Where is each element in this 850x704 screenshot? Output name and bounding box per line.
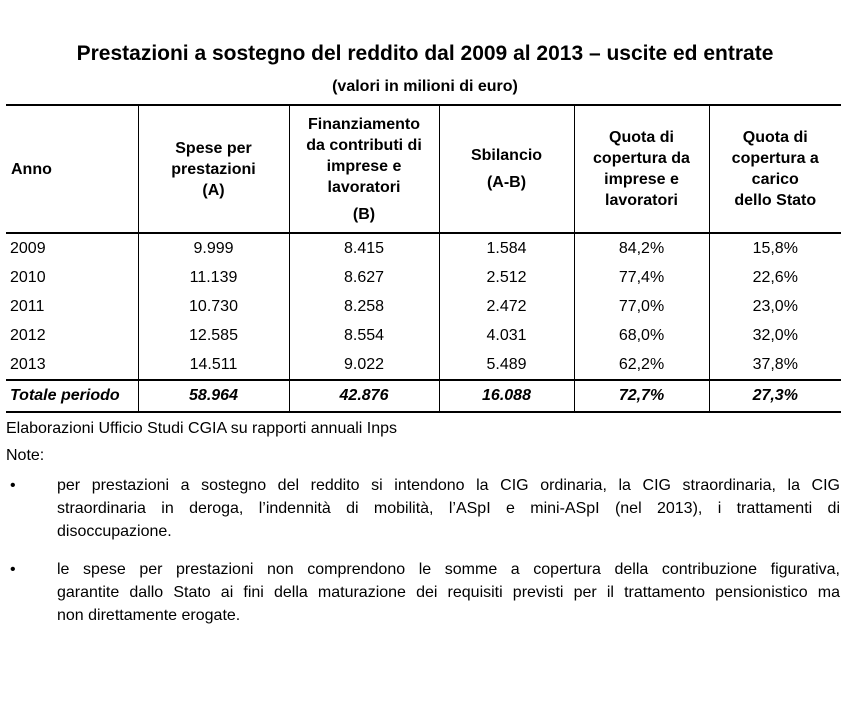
header-anno: Anno [6, 104, 138, 234]
cell-anno: 2013 [10, 355, 46, 373]
cell-finanziamento: 8.627 [288, 263, 439, 292]
cell-quota-stato: 32,0% [708, 321, 841, 350]
table-header-row: Anno Spese per prestazioni (A) Finanziam… [6, 104, 841, 234]
header-line: prestazioni [171, 160, 256, 178]
header-quota-imprese: Quota di copertura da imprese e lavorato… [573, 104, 709, 234]
note-text: per prestazioni a sostegno del reddito s… [57, 474, 840, 543]
header-line: Sbilancio [470, 147, 543, 164]
header-line: copertura da [593, 150, 690, 167]
table-row: 2013 14.511 9.022 5.489 62,2% 37,8% [6, 350, 841, 380]
header-line: Quota di [742, 129, 808, 146]
note-text: le spese per prestazioni non comprendono… [57, 558, 840, 627]
header-line: copertura a [731, 150, 819, 167]
total-label: Totale periodo [6, 379, 138, 413]
cell-spese: 12.585 [137, 321, 289, 350]
table-row: 2012 12.585 8.554 4.031 68,0% 32,0% [6, 321, 841, 350]
cell-quota-stato: 15,8% [708, 233, 841, 263]
document-subtitle: (valori in milioni di euro) [332, 78, 518, 95]
benefits-table: Anno Spese per prestazioni (A) Finanziam… [6, 104, 841, 413]
cell-sbilancio: 5.489 [438, 350, 574, 380]
total-quota-imprese: 72,7% [573, 379, 709, 413]
total-sbilancio: 16.088 [438, 379, 574, 413]
header-line: imprese e [604, 171, 679, 188]
table-row: 2011 10.730 8.258 2.472 77,0% 23,0% [6, 292, 841, 321]
header-line: (A-B) [486, 174, 527, 191]
note-line: non direttamente erogate. [57, 607, 241, 624]
cell-anno: 2011 [10, 297, 45, 315]
total-quota-stato: 27,3% [708, 379, 841, 413]
total-spese: 58.964 [137, 379, 289, 413]
bullet-icon: • [10, 561, 16, 578]
cell-anno: 2010 [10, 268, 46, 286]
header-line: (B) [352, 205, 376, 223]
notes-label: Note: [6, 447, 45, 464]
header-line: carico [751, 171, 799, 188]
note-line: disoccupazione. [57, 523, 172, 540]
header-line: da contributi di [306, 136, 422, 154]
header-line: Finanziamento [307, 115, 420, 133]
header-line: Quota di [609, 129, 674, 146]
cell-finanziamento: 9.022 [288, 350, 439, 380]
cell-finanziamento: 8.415 [288, 233, 439, 263]
header-line: dello Stato [734, 192, 817, 209]
cell-quota-imprese: 68,0% [573, 321, 709, 350]
bullet-icon: • [10, 477, 16, 494]
note-line: straordinaria in deroga, l’indennità di … [57, 500, 840, 517]
cell-quota-stato: 23,0% [708, 292, 841, 321]
header-line: lavoratori [327, 178, 401, 196]
header-sbilancio: Sbilancio (A-B) [438, 104, 574, 234]
source-note: Elaborazioni Ufficio Studi CGIA su rappo… [6, 420, 398, 437]
header-spese: Spese per prestazioni (A) [137, 104, 289, 234]
note-line: le spese per prestazioni non comprendono… [57, 561, 840, 578]
total-finanziamento: 42.876 [288, 379, 439, 413]
header-line: imprese e [326, 157, 402, 175]
header-line: Spese per [175, 139, 252, 157]
cell-anno: 2012 [10, 326, 46, 344]
header-line: (A) [202, 181, 225, 199]
note-line: per prestazioni a sostegno del reddito s… [57, 477, 840, 494]
cell-sbilancio: 4.031 [438, 321, 574, 350]
cell-quota-stato: 37,8% [708, 350, 841, 380]
cell-finanziamento: 8.258 [288, 292, 439, 321]
cell-spese: 14.511 [137, 350, 289, 380]
cell-sbilancio: 1.584 [438, 233, 574, 263]
header-finanziamento: Finanziamento da contributi di imprese e… [288, 104, 439, 234]
cell-spese: 11.139 [137, 263, 289, 292]
table-row: 2009 9.999 8.415 1.584 84,2% 15,8% [6, 233, 841, 263]
table-total-row: Totale periodo 58.964 42.876 16.088 72,7… [6, 379, 841, 413]
document-title: Prestazioni a sostegno del reddito dal 2… [76, 42, 774, 65]
cell-sbilancio: 2.472 [438, 292, 574, 321]
cell-anno: 2009 [10, 239, 46, 257]
header-line: lavoratori [605, 192, 678, 209]
cell-quota-imprese: 77,0% [573, 292, 709, 321]
cell-spese: 9.999 [137, 233, 289, 263]
cell-spese: 10.730 [137, 292, 289, 321]
cell-finanziamento: 8.554 [288, 321, 439, 350]
cell-quota-stato: 22,6% [708, 263, 841, 292]
note-line: garantite dallo Stato ai fini della matu… [57, 584, 840, 601]
header-line: Anno [11, 160, 52, 178]
cell-quota-imprese: 77,4% [573, 263, 709, 292]
cell-quota-imprese: 84,2% [573, 233, 709, 263]
cell-quota-imprese: 62,2% [573, 350, 709, 380]
header-quota-stato: Quota di copertura a carico dello Stato [708, 104, 841, 234]
cell-sbilancio: 2.512 [438, 263, 574, 292]
table-row: 2010 11.139 8.627 2.512 77,4% 22,6% [6, 263, 841, 292]
